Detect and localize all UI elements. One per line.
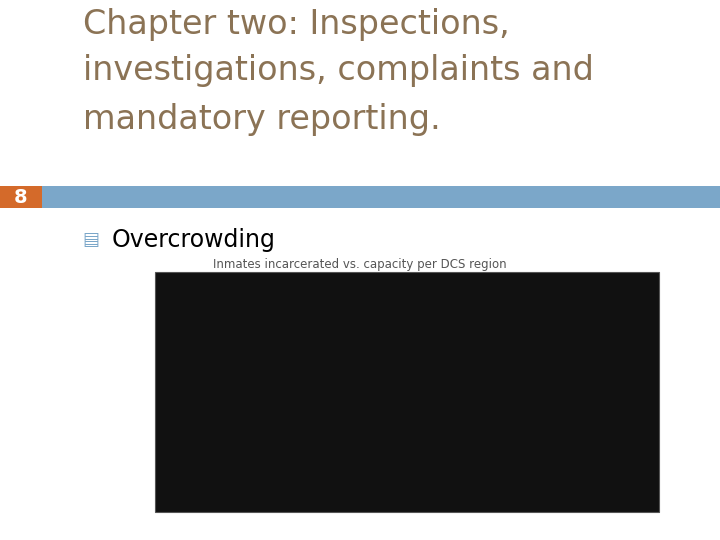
FancyBboxPatch shape: [227, 492, 299, 512]
Text: 25909: 25909: [317, 477, 353, 487]
Text: LMN: LMN: [466, 457, 492, 467]
Text: 8: 8: [14, 187, 27, 207]
Bar: [538, 359, 564, 447]
FancyBboxPatch shape: [443, 452, 515, 472]
Bar: [235, 393, 261, 447]
FancyBboxPatch shape: [515, 452, 587, 472]
FancyBboxPatch shape: [158, 476, 166, 488]
Text: Chapter two: Inspections,: Chapter two: Inspections,: [83, 8, 510, 41]
Text: EC: EC: [256, 457, 270, 467]
Text: WC: WC: [613, 457, 632, 467]
FancyBboxPatch shape: [587, 472, 659, 492]
Text: mandatory reporting.: mandatory reporting.: [83, 103, 441, 136]
FancyBboxPatch shape: [155, 452, 227, 472]
Text: 21507: 21507: [389, 477, 425, 487]
FancyBboxPatch shape: [443, 492, 515, 512]
Text: 19540: 19540: [605, 477, 641, 487]
Text: ▤: ▤: [83, 231, 106, 249]
FancyBboxPatch shape: [299, 452, 371, 472]
FancyBboxPatch shape: [155, 472, 227, 492]
Text: 12688: 12688: [245, 477, 281, 487]
Text: investigations, complaints and: investigations, complaints and: [83, 54, 594, 87]
FancyBboxPatch shape: [515, 472, 587, 492]
Text: 21180: 21180: [533, 477, 569, 487]
Text: NC/FS: NC/FS: [534, 457, 568, 467]
Text: Overcrowding: Overcrowding: [112, 228, 276, 252]
FancyBboxPatch shape: [158, 496, 166, 508]
Bar: [511, 357, 538, 447]
Text: 25911: 25911: [605, 497, 641, 507]
FancyBboxPatch shape: [587, 492, 659, 512]
Text: Capacity: Capacity: [171, 477, 222, 487]
FancyBboxPatch shape: [299, 472, 371, 492]
FancyBboxPatch shape: [227, 472, 299, 492]
Bar: [607, 337, 633, 447]
Text: 27604: 27604: [389, 497, 425, 507]
Text: 18685: 18685: [245, 497, 281, 507]
FancyBboxPatch shape: [299, 492, 371, 512]
Bar: [330, 284, 356, 447]
FancyBboxPatch shape: [371, 452, 443, 472]
Bar: [304, 337, 330, 447]
FancyBboxPatch shape: [443, 472, 515, 492]
FancyBboxPatch shape: [155, 492, 227, 512]
FancyBboxPatch shape: [371, 472, 443, 492]
Title: Population vs Capacity: Population vs Capacity: [318, 255, 549, 273]
Bar: [580, 363, 607, 447]
FancyBboxPatch shape: [587, 452, 659, 472]
Text: Population: Population: [171, 497, 235, 507]
FancyBboxPatch shape: [227, 452, 299, 472]
Text: 20717: 20717: [533, 497, 569, 507]
Bar: [469, 355, 495, 447]
Text: 19066: 19066: [461, 477, 497, 487]
Text: 38430: 38430: [317, 497, 353, 507]
Text: 21702: 21702: [461, 497, 497, 507]
Text: KZN: KZN: [395, 457, 419, 467]
FancyBboxPatch shape: [515, 492, 587, 512]
Bar: [399, 329, 426, 447]
Text: GP: GP: [327, 457, 343, 467]
FancyBboxPatch shape: [371, 492, 443, 512]
Bar: [261, 367, 287, 447]
Text: Inmates incarcerated vs. capacity per DCS region: Inmates incarcerated vs. capacity per DC…: [213, 258, 507, 271]
Bar: [442, 366, 469, 447]
Bar: [373, 355, 399, 447]
